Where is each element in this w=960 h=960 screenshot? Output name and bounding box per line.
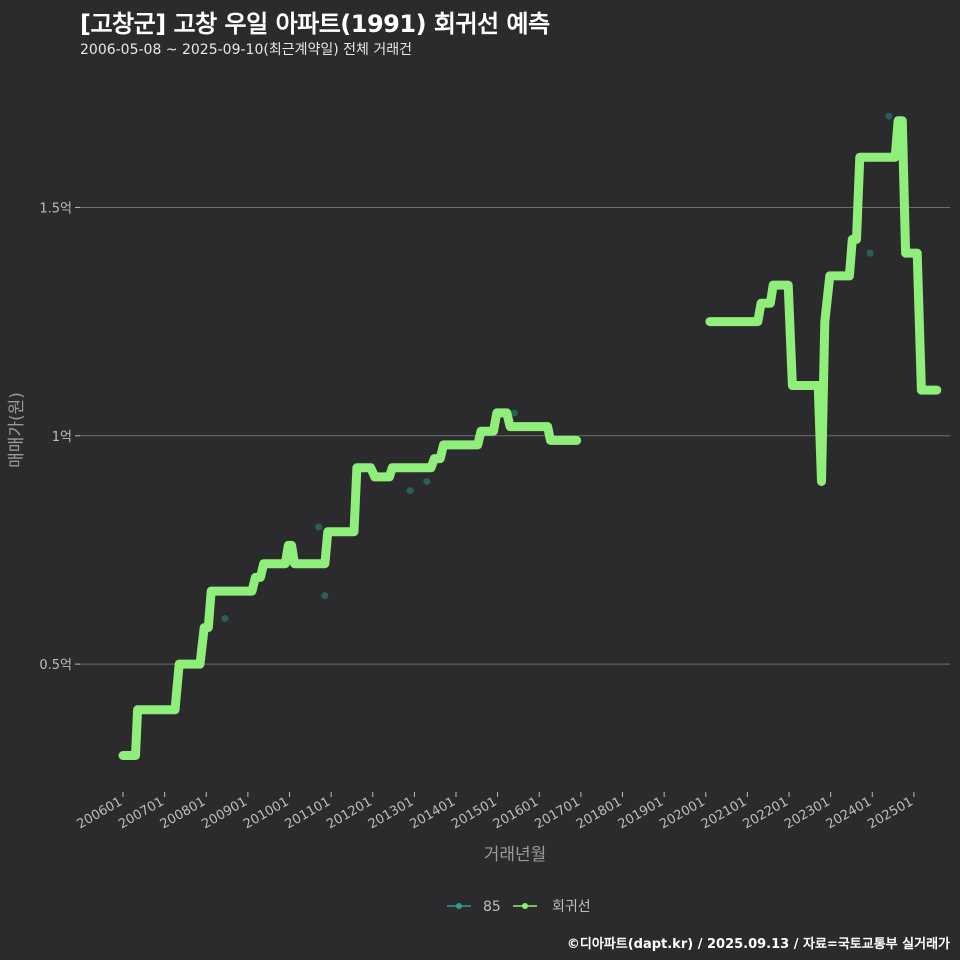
y-axis-ticks: 0.5억 1억 1.5억 — [39, 201, 80, 673]
x-tick-label: 202501 — [865, 794, 915, 832]
x-tick-label: 201101 — [283, 794, 333, 832]
chart-title: [고창군] 고창 우일 아파트(1991) 회귀선 예측 — [80, 10, 550, 38]
source-footer: ©디아파트(dapt.kr) / 2025.09.13 / 자료=국토교통부 실… — [566, 937, 950, 952]
x-tick-label: 201201 — [324, 794, 374, 832]
scatter-point-3 — [406, 487, 414, 495]
x-tick-label: 201701 — [532, 794, 582, 832]
x-tick-label: 202101 — [699, 794, 749, 832]
y-tick-label: 1.5억 — [39, 201, 72, 216]
scatter-point-6 — [866, 249, 874, 257]
scatter-point-4 — [423, 477, 431, 485]
y-tick-label: 0.5억 — [39, 658, 72, 673]
legend-label-85: 85 — [483, 899, 501, 915]
x-tick-label: 200601 — [75, 794, 125, 832]
regression-line — [118, 116, 942, 760]
x-tick-label: 201801 — [574, 794, 624, 832]
chart-subtitle: 2006-05-08 ~ 2025-09-10(최근계약일) 전체 거래건 — [80, 42, 412, 58]
legend-item-85[interactable]: 85 — [447, 899, 501, 915]
x-tick-label: 202001 — [657, 794, 707, 832]
x-tick-label: 201401 — [408, 794, 458, 832]
scatter-point-0 — [221, 614, 229, 622]
x-tick-label: 201301 — [366, 794, 416, 832]
x-tick-label: 202401 — [824, 794, 874, 832]
x-tick-label: 201501 — [449, 794, 499, 832]
y-tick-label: 1억 — [52, 430, 72, 445]
x-tick-label: 200801 — [158, 794, 208, 832]
x-tick-label: 200901 — [199, 794, 249, 832]
regression-line-segment-0 — [118, 408, 582, 760]
scatter-point-5 — [510, 409, 518, 417]
legend-item-regression[interactable]: 회귀선 — [513, 899, 591, 915]
scatter-point-2 — [321, 592, 329, 600]
x-tick-label: 201901 — [616, 794, 666, 832]
legend: 85 회귀선 — [447, 899, 591, 915]
x-tick-label: 202301 — [782, 794, 832, 832]
scatter-point-7 — [885, 112, 893, 120]
y-axis-label: 매매가(원) — [7, 392, 27, 468]
x-tick-label: 202201 — [741, 794, 791, 832]
grid-lines — [80, 206, 950, 665]
scatter-point-1 — [315, 523, 323, 531]
legend-label-regression: 회귀선 — [552, 899, 591, 915]
x-axis-label: 거래년월 — [484, 845, 547, 865]
x-tick-label: 201001 — [241, 794, 291, 832]
x-axis-ticks: 2006012007012008012009012010012011012012… — [75, 792, 916, 832]
regression-line-segment-1 — [705, 116, 942, 486]
x-tick-label: 201601 — [491, 794, 541, 832]
x-tick-label: 200701 — [116, 794, 166, 832]
scatter-points-85 — [221, 112, 893, 622]
